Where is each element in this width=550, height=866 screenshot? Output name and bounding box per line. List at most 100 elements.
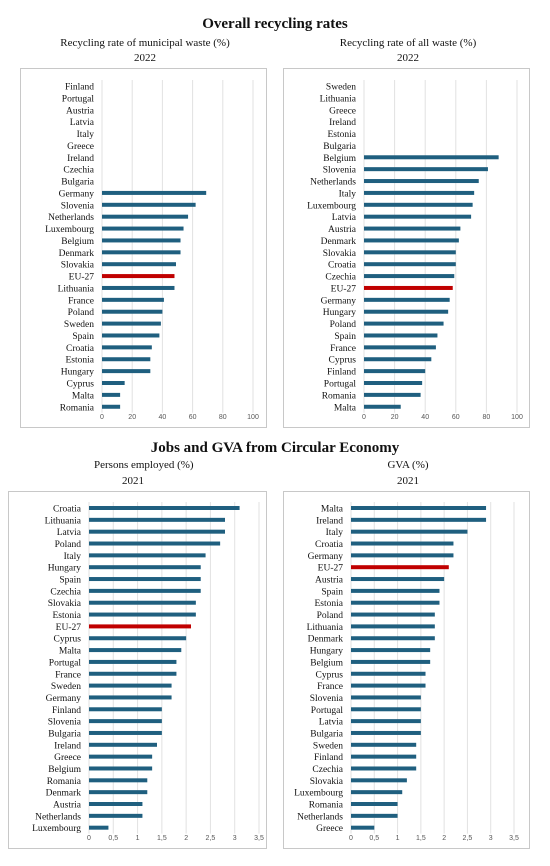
x-tick-label: 1 — [396, 835, 400, 842]
chart-4-subtitle: 2021 — [397, 475, 419, 487]
bar — [102, 333, 160, 338]
category-label: Lithuania — [45, 516, 82, 526]
bar — [351, 813, 398, 818]
bar — [102, 357, 151, 362]
bar — [89, 766, 153, 771]
bar — [351, 695, 421, 700]
bar — [89, 707, 162, 712]
category-label: Greece — [329, 106, 356, 116]
category-label: Italy — [77, 130, 95, 140]
chart-4-title-text: GVA (%) — [387, 459, 429, 471]
bar — [364, 214, 472, 219]
x-tick-label: 3 — [489, 835, 493, 842]
category-label: Spain — [59, 576, 81, 586]
bar — [351, 506, 487, 510]
category-label: Estonia — [53, 611, 82, 621]
bar — [102, 285, 175, 290]
x-tick-label: 80 — [483, 414, 491, 421]
category-label: EU-27 — [56, 623, 82, 633]
category-label: France — [330, 344, 356, 354]
bar — [351, 802, 398, 806]
category-label: Latvia — [57, 528, 82, 538]
x-tick-label: 1,5 — [157, 835, 167, 842]
category-label: Czechia — [63, 166, 94, 176]
category-label: Spain — [334, 332, 356, 342]
category-label: Italy — [326, 528, 344, 538]
bar — [89, 529, 225, 534]
category-label: Italy — [64, 552, 82, 562]
category-label: Malta — [321, 505, 344, 515]
bar — [364, 381, 423, 385]
bar — [89, 541, 221, 546]
bar — [102, 238, 181, 243]
category-label: Ireland — [54, 741, 81, 751]
x-tick-label: 80 — [219, 414, 227, 421]
bar — [89, 671, 177, 676]
bar — [364, 202, 473, 207]
category-label: Finland — [314, 753, 343, 763]
bar — [102, 404, 121, 409]
category-label: Slovakia — [48, 599, 82, 609]
chart-2-subtitle: 2022 — [397, 52, 419, 64]
category-label: Belgium — [323, 154, 356, 164]
bar — [351, 517, 487, 522]
bar-eu27 — [364, 285, 453, 290]
bar — [351, 612, 435, 617]
bar — [351, 719, 421, 724]
x-tick-label: 0 — [349, 835, 353, 842]
category-label: Cyprus — [316, 670, 344, 680]
x-tick-label: 1 — [136, 835, 140, 842]
bar — [364, 333, 438, 338]
bar — [89, 553, 206, 558]
x-tick-label: 40 — [421, 414, 429, 421]
category-label: Croatia — [315, 540, 344, 550]
category-label: Czechia — [325, 273, 356, 283]
bar — [351, 825, 375, 830]
category-label: Lithuania — [58, 284, 95, 294]
bar — [89, 683, 172, 688]
chart-panel-municipal: 0 20 40 60 80 100 Finland Portugal Austria Latvia… — [20, 68, 267, 428]
category-label: Hungary — [310, 647, 343, 657]
bar — [364, 345, 436, 350]
bar — [102, 190, 207, 195]
bar — [89, 778, 148, 783]
chart-3-title-text: Persons employed (%) — [94, 459, 194, 471]
category-label: Netherlands — [35, 812, 81, 822]
category-label: Denmark — [321, 237, 357, 247]
bar — [351, 600, 440, 605]
bar — [364, 309, 449, 314]
category-label: Bulgaria — [48, 729, 81, 739]
category-label: Finland — [327, 368, 356, 378]
bar — [89, 695, 172, 700]
bar — [102, 214, 189, 219]
category-label: EU-27 — [331, 284, 357, 294]
category-label: Poland — [68, 308, 95, 318]
bar — [89, 600, 196, 605]
category-label: Belgium — [48, 765, 81, 775]
category-label: Croatia — [53, 505, 82, 515]
category-label: Poland — [317, 611, 344, 621]
category-label: Latvia — [332, 213, 357, 223]
bar — [364, 357, 432, 362]
category-label: Austria — [66, 106, 95, 116]
bar — [364, 179, 479, 184]
bar — [102, 226, 184, 231]
bar — [351, 529, 468, 534]
x-tick-label: 20 — [128, 414, 136, 421]
category-label: Bulgaria — [61, 178, 94, 188]
category-label: Slovenia — [323, 166, 357, 176]
chart-1-title-text: Recycling rate of municipal waste (%) — [60, 37, 230, 49]
x-tick-label: 40 — [159, 414, 167, 421]
category-label: Cyprus — [54, 635, 82, 645]
category-label: Estonia — [66, 356, 95, 366]
chart-1-title: Recycling rate of municipal waste (%) 20… — [20, 37, 270, 65]
category-label: Austria — [315, 576, 344, 586]
bar-eu27 — [89, 624, 191, 629]
category-label: Romania — [47, 777, 82, 787]
bar — [351, 671, 426, 676]
x-tick-label: 0,5 — [369, 835, 379, 842]
category-label: Latvia — [70, 118, 95, 128]
x-tick-label: 2 — [184, 835, 188, 842]
